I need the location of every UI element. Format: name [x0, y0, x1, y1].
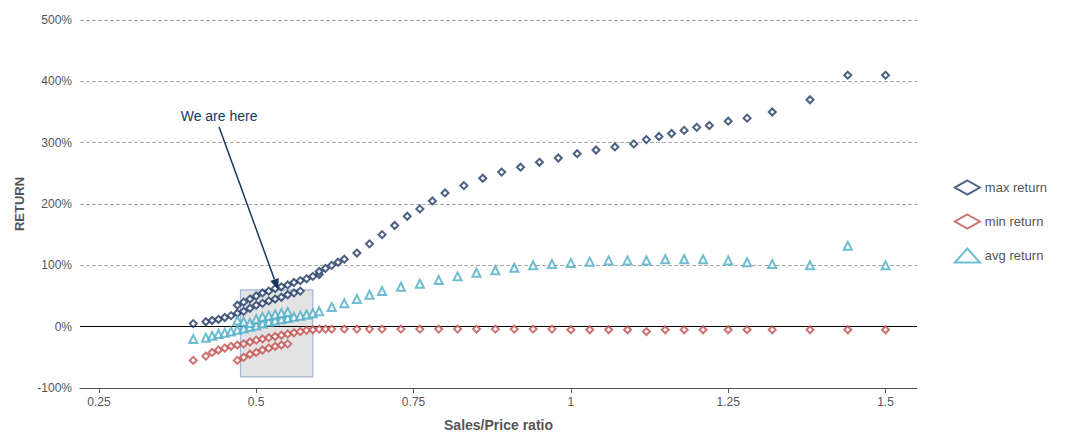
- svg-text:1.25: 1.25: [717, 395, 741, 409]
- svg-text:100%: 100%: [41, 258, 72, 272]
- svg-text:max return: max return: [985, 180, 1047, 195]
- svg-text:Sales/Price ratio: Sales/Price ratio: [444, 417, 553, 433]
- svg-text:500%: 500%: [41, 13, 72, 27]
- svg-text:0%: 0%: [55, 320, 73, 334]
- svg-text:300%: 300%: [41, 136, 72, 150]
- svg-text:-100%: -100%: [37, 381, 72, 395]
- svg-text:200%: 200%: [41, 197, 72, 211]
- svg-text:1.5: 1.5: [877, 395, 894, 409]
- svg-text:avg return: avg return: [985, 248, 1044, 263]
- svg-text:0.5: 0.5: [248, 395, 265, 409]
- svg-text:min return: min return: [985, 214, 1044, 229]
- svg-text:400%: 400%: [41, 74, 72, 88]
- svg-text:0.25: 0.25: [87, 395, 111, 409]
- svg-text:We are here: We are here: [181, 108, 258, 124]
- svg-text:0.75: 0.75: [402, 395, 426, 409]
- svg-text:RETURN: RETURN: [12, 177, 27, 231]
- svg-text:1: 1: [568, 395, 575, 409]
